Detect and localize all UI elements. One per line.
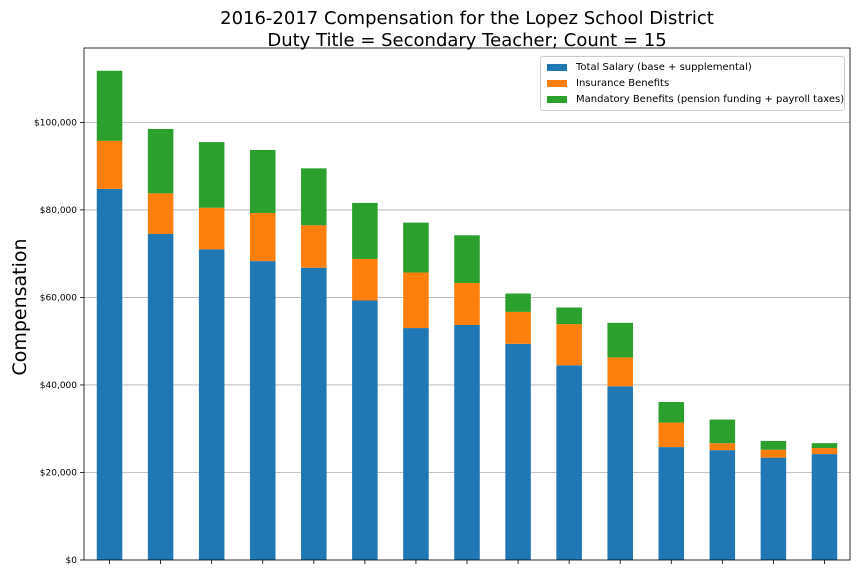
bar-series2-8 xyxy=(505,293,531,312)
bar-series0-11 xyxy=(658,447,685,560)
bar-series2-1 xyxy=(147,128,174,194)
bar-series0-13 xyxy=(760,457,787,560)
bar-series0-0 xyxy=(96,188,123,560)
bar-series2-3 xyxy=(249,149,276,213)
bar-series0-5 xyxy=(352,300,378,560)
chart-legend: Total Salary (base + supplemental) Insur… xyxy=(540,56,845,111)
bar-series0-2 xyxy=(198,249,225,561)
legend-swatch-mandatory xyxy=(547,95,567,103)
y-tick-label-0: $0 xyxy=(66,556,78,566)
bar-series1-2 xyxy=(198,207,225,250)
bar-series2-2 xyxy=(198,142,225,208)
bar-series2-5 xyxy=(352,202,378,259)
bar-series1-10 xyxy=(607,357,633,387)
bar-series1-6 xyxy=(403,272,429,329)
bar-series2-0 xyxy=(96,70,123,141)
bar-series1-3 xyxy=(249,212,276,262)
bar-series1-7 xyxy=(454,282,480,326)
bar-series1-5 xyxy=(352,258,378,301)
legend-swatch-salary xyxy=(547,63,567,71)
bar-series1-4 xyxy=(301,225,327,268)
y-tick-label-3: $60,000 xyxy=(40,293,77,303)
legend-label-salary: Total Salary (base + supplemental) xyxy=(576,61,752,73)
bar-series1-11 xyxy=(658,422,685,448)
bar-series2-11 xyxy=(658,402,685,423)
bar-series0-9 xyxy=(556,365,582,560)
legend-item-salary: Total Salary (base + supplemental) xyxy=(547,59,838,75)
bar-series2-14 xyxy=(811,443,838,448)
bar-series0-12 xyxy=(709,450,736,560)
bar-series0-8 xyxy=(505,343,531,560)
bar-series2-12 xyxy=(709,419,736,444)
bar-series0-1 xyxy=(147,233,174,560)
legend-item-insurance: Insurance Benefits xyxy=(547,75,838,91)
bar-series1-14 xyxy=(811,447,838,455)
plot-frame xyxy=(83,47,851,561)
y-tick-label-5: $100,000 xyxy=(34,118,77,128)
bar-series0-4 xyxy=(301,267,327,560)
legend-swatch-insurance xyxy=(547,79,567,87)
bar-series2-4 xyxy=(301,168,327,226)
bar-series0-3 xyxy=(249,261,276,560)
bar-series1-0 xyxy=(96,140,123,189)
bar-series2-13 xyxy=(760,440,787,450)
bar-series1-12 xyxy=(709,443,736,451)
chart-title: 2016-2017 Compensation for the Lopez Sch… xyxy=(220,8,714,29)
bar-series0-10 xyxy=(607,386,633,560)
bar-series1-8 xyxy=(505,311,531,344)
legend-label-mandatory: Mandatory Benefits (pension funding + pa… xyxy=(576,93,845,105)
bar-series2-6 xyxy=(403,222,429,273)
legend-label-insurance: Insurance Benefits xyxy=(576,77,670,89)
chart-subtitle: Duty Title = Secondary Teacher; Count = … xyxy=(267,30,667,51)
bar-series0-14 xyxy=(811,454,838,560)
bar-series1-9 xyxy=(556,324,582,366)
bar-series2-7 xyxy=(454,235,480,283)
legend-item-mandatory: Mandatory Benefits (pension funding + pa… xyxy=(547,91,844,107)
y-tick-label-4: $80,000 xyxy=(40,206,77,216)
bar-series1-1 xyxy=(147,193,174,234)
y-tick-label-1: $20,000 xyxy=(40,468,77,478)
bar-series0-7 xyxy=(454,325,480,560)
bar-series0-6 xyxy=(403,328,429,560)
y-tick-label-2: $40,000 xyxy=(40,381,77,391)
bar-series1-13 xyxy=(760,449,787,458)
bar-series2-10 xyxy=(607,322,633,358)
bar-series2-9 xyxy=(556,307,582,325)
